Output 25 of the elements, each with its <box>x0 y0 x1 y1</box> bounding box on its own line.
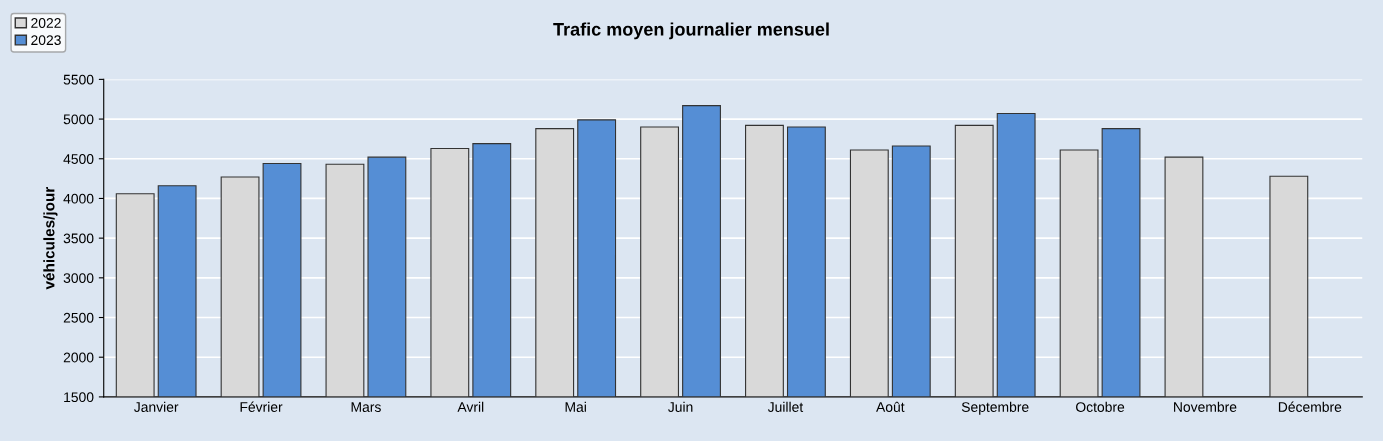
x-tick-label: Janvier <box>134 401 179 412</box>
y-tick-label: 2500 <box>63 312 94 323</box>
y-tick-label: 2000 <box>63 352 94 363</box>
legend-label: 2023 <box>31 35 61 46</box>
x-tick-label: Mars <box>351 402 381 412</box>
y-tick-label: 4000 <box>63 193 94 204</box>
x-tick-label: Avril <box>457 401 484 412</box>
x-tick-label: Octobre <box>1076 401 1125 412</box>
legend-label: 2022 <box>31 18 61 28</box>
chart-title: Trafic moyen journalier mensuel <box>553 22 829 40</box>
y-tick-label: 5500 <box>63 74 94 85</box>
y-tick-label: 4500 <box>63 154 94 164</box>
x-tick-label: Décembre <box>1278 401 1342 412</box>
y-tick-label: 3500 <box>63 233 94 244</box>
x-tick-label: Juillet <box>767 401 804 412</box>
y-tick-label: 1500 <box>64 392 94 403</box>
x-tick-label: Novembre <box>1174 401 1237 412</box>
x-tick-label: Septembre <box>961 401 1029 415</box>
x-tick-label: Février <box>240 401 283 412</box>
x-tick-label: Août <box>876 401 905 412</box>
x-tick-label: Mai <box>565 401 586 412</box>
y-tick-label: 3000 <box>63 273 94 283</box>
x-tick-label: Juin <box>668 401 693 412</box>
y-tick-label: 5000 <box>63 114 94 125</box>
y-axis-title: véhicules/jour <box>43 187 58 290</box>
